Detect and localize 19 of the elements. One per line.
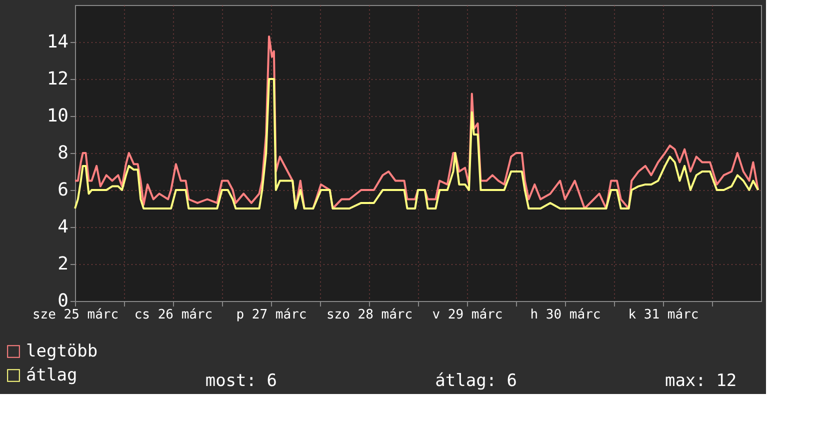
x-tick-label: sze 25 márc: [32, 308, 119, 322]
text: most: 6: [205, 371, 277, 391]
x-tick-label: szo 28 márc: [326, 308, 413, 322]
x-tick-label: v 29 márc: [432, 308, 503, 322]
y-tick-label: 2: [58, 254, 68, 274]
y-tick-label: 6: [58, 180, 68, 200]
legend-label: legtöbb: [26, 342, 98, 362]
text: átlag: 6: [435, 371, 518, 391]
y-tick-label: 10: [46, 106, 68, 126]
text: max: 12: [664, 371, 737, 391]
x-tick-label: p 27 márc: [236, 308, 307, 322]
y-tick-label: 8: [58, 142, 68, 164]
x-tick-label: cs 26 márc: [134, 308, 213, 322]
y-tick-label: 4: [58, 216, 68, 238]
x-tick-label: h 30 márc: [530, 308, 601, 322]
y-tick-label: 14: [46, 32, 68, 52]
x-tick-label: k 31 márc: [628, 308, 699, 322]
legend-label: átlag: [26, 366, 78, 386]
y-tick-label: 12: [46, 68, 68, 90]
